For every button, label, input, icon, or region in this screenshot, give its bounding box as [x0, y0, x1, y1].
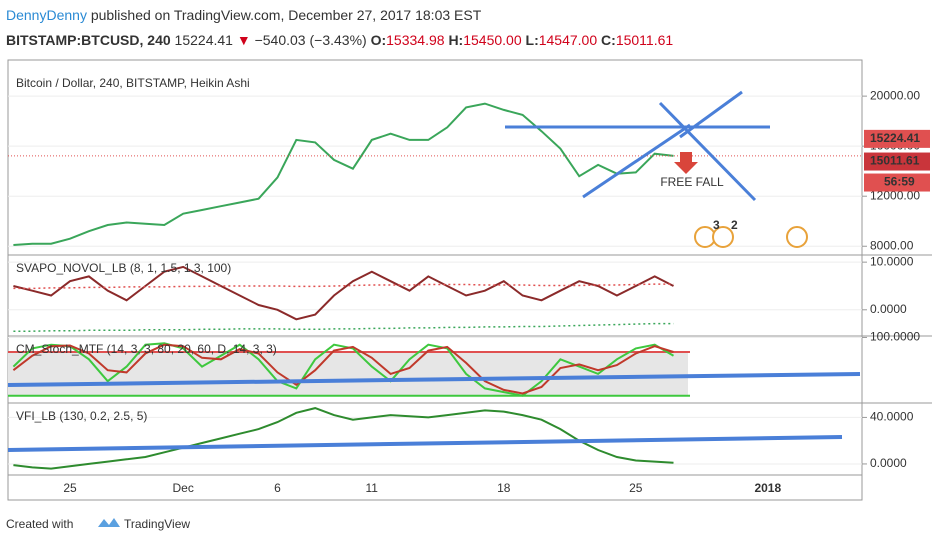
- y-tick-label: 0.0000: [870, 456, 907, 470]
- pane-title: VFI_LB (130, 0.2, 2.5, 5): [16, 409, 147, 423]
- x-tick-label: 6: [274, 481, 281, 495]
- event-icon[interactable]: [786, 226, 808, 248]
- down-arrow: [674, 152, 698, 174]
- event-count: 2: [731, 218, 738, 232]
- annotation: FREE FALL: [660, 175, 724, 189]
- level-band: [8, 352, 688, 396]
- price-label-box: [864, 129, 930, 148]
- published: published on TradingView.com, December 2…: [87, 7, 482, 23]
- drawings: FREE FALL 3 2: [7, 90, 861, 452]
- o-label: O:: [371, 32, 387, 48]
- trend-line: [7, 372, 861, 387]
- c-label: C:: [601, 32, 616, 48]
- x-tick-label: 18: [497, 481, 511, 495]
- y-tick-label: 10.0000: [870, 254, 914, 268]
- open: 15334.98: [386, 32, 445, 48]
- price-label: 56:59: [884, 175, 915, 189]
- h-label: H:: [448, 32, 463, 48]
- y-tick-label: 40.0000: [870, 410, 914, 424]
- footer-text: Created with: [6, 517, 73, 531]
- series-line: [13, 407, 674, 470]
- event-icon[interactable]: [712, 226, 734, 248]
- quote-line: BITSTAMP:BTCUSD, 240 15224.41 ▼ −540.03 …: [6, 32, 673, 48]
- trend-line: [679, 90, 743, 139]
- plot-frame: [7, 59, 863, 501]
- symbol: BITSTAMP:BTCUSD, 240: [6, 32, 171, 48]
- x-tick-label: Dec: [172, 481, 193, 495]
- author[interactable]: DennyDenny: [6, 7, 87, 23]
- arrow: ▼: [237, 32, 251, 48]
- change: −540.03 (−3.43%): [255, 32, 367, 48]
- event-count: 3: [713, 218, 720, 232]
- y-tick-label: 0.0000: [870, 302, 907, 316]
- x-tick-label: 25: [63, 481, 77, 495]
- high: 15450.00: [463, 32, 522, 48]
- header-line: DennyDenny published on TradingView.com,…: [6, 7, 482, 23]
- x-tick-label: 25: [629, 481, 643, 495]
- logo: [98, 518, 120, 527]
- price-label-box: [864, 152, 930, 171]
- series-line: [13, 322, 674, 332]
- pane-title: SVAPO_NOVOL_LB (8, 1, 1.5, 1.3, 100): [16, 261, 231, 275]
- x-tick-label: 2018: [754, 481, 781, 495]
- l-label: L:: [526, 32, 539, 48]
- trend-line: [582, 123, 691, 199]
- footer-brand[interactable]: TradingView: [124, 517, 190, 531]
- y-tick-label: 20000.00: [870, 88, 920, 102]
- price-label-box: [864, 173, 930, 192]
- series-line: [12, 342, 675, 397]
- trend-line: [7, 435, 843, 452]
- y-tick-label: 100.0000: [870, 330, 920, 344]
- price-label: 15224.41: [870, 131, 920, 145]
- series-line: [13, 265, 674, 321]
- y-tick-label: 12000.00: [870, 188, 920, 202]
- pane-title: Bitcoin / Dollar, 240, BITSTAMP, Heikin …: [16, 76, 250, 90]
- series-line: [13, 283, 674, 290]
- close: 15011.61: [616, 32, 674, 48]
- series-line: [12, 343, 674, 395]
- series-line: [13, 102, 674, 246]
- price-label: 15011.61: [870, 154, 920, 168]
- low: 14547.00: [539, 32, 598, 48]
- pane-title: CM_Stoch_MTF (14, 3, 3, 80, 20, 60, D, 1…: [16, 342, 277, 356]
- x-tick-label: 11: [366, 481, 379, 495]
- y-tick-label: 8000.00: [870, 238, 914, 252]
- trend-line: [658, 101, 757, 202]
- price: 15224.41: [175, 32, 234, 48]
